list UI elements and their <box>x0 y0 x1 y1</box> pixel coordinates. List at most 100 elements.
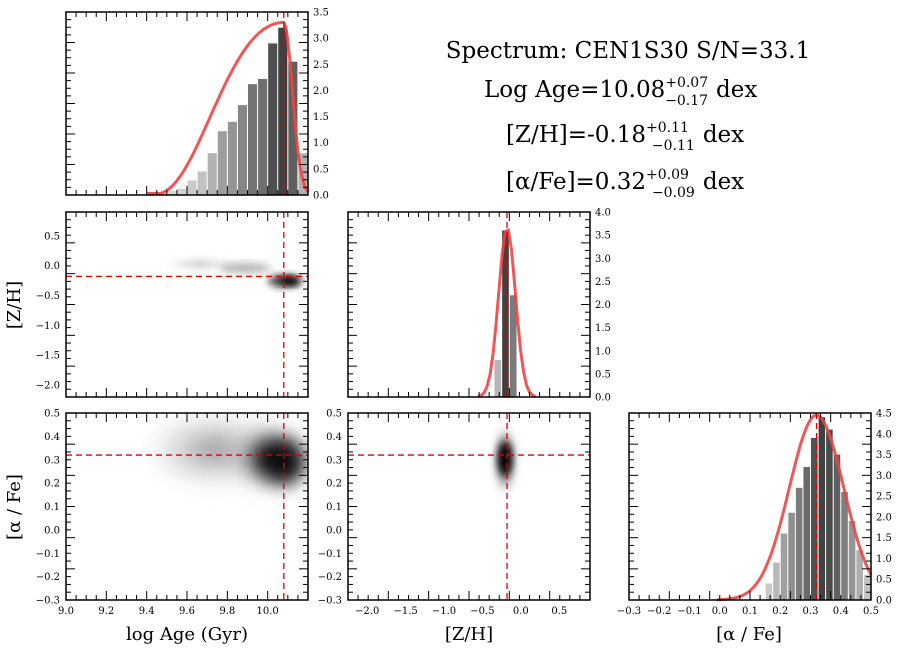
y-tick-label: 0.4 <box>44 432 60 443</box>
y-tick-label: 0.0 <box>44 261 60 272</box>
histogram-bar <box>248 84 258 195</box>
spectrum-title: Spectrum: CEN1S30 S/N=33.1 <box>446 38 811 64</box>
histogram-bar <box>217 131 227 195</box>
y-tick-label: 0.1 <box>326 502 342 513</box>
y-tick-label: −1.0 <box>36 321 60 332</box>
histogram-bar <box>167 190 177 195</box>
y-tick-label: 1.5 <box>876 533 892 544</box>
y-tick-label: 0.3 <box>44 455 60 466</box>
histogram-bar <box>765 583 773 600</box>
x-tick-label: −0.3 <box>617 606 641 617</box>
y-tick-label: 0.5 <box>44 409 60 420</box>
age-upper-error: +0.07 <box>665 75 708 91</box>
histogram-bar <box>788 512 795 600</box>
histogram-bar <box>833 454 841 600</box>
histogram-bar <box>795 487 803 600</box>
density-age-zh <box>160 259 302 287</box>
histogram-bar <box>502 230 509 397</box>
x-tick-label: 0.3 <box>803 606 819 617</box>
y-tick-label: 0.2 <box>326 479 342 490</box>
histogram-bar <box>803 467 810 600</box>
histogram-bar <box>258 78 268 195</box>
x-tick-label: −2.0 <box>355 606 379 617</box>
age-unit: dex <box>716 77 757 103</box>
histogram-bar <box>268 43 278 195</box>
y-tick-label: 0.0 <box>44 525 60 536</box>
y-axis-label-zh: [Z/H] <box>4 281 25 329</box>
y-tick-label: 2.5 <box>595 277 611 288</box>
x-tick-label: −0.5 <box>470 606 494 617</box>
fit-curve <box>716 413 873 602</box>
x-tick-label: −1.0 <box>432 606 456 617</box>
y-tick-label: 0.3 <box>326 455 342 466</box>
y-tick-label: 1.0 <box>313 138 329 149</box>
x-tick-label: 0.5 <box>863 606 879 617</box>
histogram-bar <box>197 171 207 195</box>
x-tick-label: 0.2 <box>772 606 788 617</box>
density-age-afe <box>135 413 308 496</box>
y-tick-label: −2.0 <box>36 381 60 392</box>
afe-histogram-panel: 0.00.51.01.52.02.53.03.54.04.5−0.3 −0.2 −0… <box>617 409 892 618</box>
x-tick-label: 0.5 <box>551 606 567 617</box>
x-tick-label: −0.2 <box>647 606 671 617</box>
y-tick-label: 3.5 <box>595 231 611 242</box>
y-tick-label: 4.0 <box>876 429 892 440</box>
histogram-bar <box>856 550 863 600</box>
histogram-bar <box>288 61 298 195</box>
y-tick-label: 2.5 <box>313 60 329 71</box>
age-histogram-panel: 0.0 0.5 1.0 1.5 2.0 2.5 3.0 3.5 <box>65 8 329 202</box>
afe-unit: dex <box>703 169 744 195</box>
y-tick-label: 3.5 <box>876 450 892 461</box>
zh-lower-error: −0.11 <box>652 138 695 154</box>
fit-curve <box>146 21 310 195</box>
y-tick-label: 2.0 <box>876 512 892 523</box>
x-tick-label: 9.6 <box>179 606 195 617</box>
histogram-bar <box>841 491 848 600</box>
y-tick-label: 1.0 <box>876 554 892 565</box>
y-tick-label: −0.1 <box>36 549 60 560</box>
y-axis-label-afe: [α / Fe] <box>4 474 25 540</box>
age-summary: Log Age=10.08+0.07 −0.17 dex <box>484 75 757 109</box>
histogram-bar <box>177 188 187 195</box>
x-axis-label-afe: [α / Fe] <box>716 624 782 645</box>
y-tick-label: 0.2 <box>44 479 60 490</box>
afe-value: [α/Fe]=0.32 <box>506 169 646 195</box>
histogram-bar <box>237 105 247 195</box>
age-value: Log Age=10.08 <box>484 77 665 103</box>
y-tick-label: −0.2 <box>318 572 342 583</box>
y-tick-label: 0.0 <box>326 525 342 536</box>
zh-upper-error: +0.11 <box>646 120 689 136</box>
y-tick-label: 0.1 <box>44 502 60 513</box>
x-tick-label: −1.5 <box>393 606 417 617</box>
y-tick-label: 0.0 <box>595 393 611 404</box>
y-tick-label: 0.5 <box>313 164 329 175</box>
panel-frame <box>347 412 591 601</box>
y-tick-label: −0.5 <box>36 291 60 302</box>
zh-histogram-panel: 0.0 0.5 1.0 1.5 2.0 2.5 3.0 3.5 4.0 <box>347 208 611 404</box>
y-tick-label: 0.4 <box>326 432 342 443</box>
histogram-bar <box>818 417 826 600</box>
panel-frame <box>347 211 591 398</box>
x-tick-label: 0.4 <box>833 606 849 617</box>
x-axis-label-age: log Age (Gyr) <box>126 624 248 645</box>
y-tick-label: 2.0 <box>313 86 329 97</box>
x-tick-label: 9.4 <box>139 606 155 617</box>
x-tick-label: 9.8 <box>219 606 235 617</box>
y-tick-label: −0.1 <box>318 549 342 560</box>
y-tick-label: 1.5 <box>595 323 611 334</box>
histogram-bar <box>278 27 288 195</box>
y-tick-label: 0.5 <box>44 231 60 242</box>
age-lower-error: −0.17 <box>665 93 708 109</box>
zh-unit: dex <box>703 122 744 148</box>
zh-value: [Z/H]=-0.18 <box>506 122 646 148</box>
afe-lower-error: −0.09 <box>652 185 695 201</box>
y-tick-label: 3.0 <box>595 254 611 265</box>
y-tick-label: 0.5 <box>326 409 342 420</box>
histogram-bar <box>811 437 818 600</box>
histogram-bar <box>780 533 788 600</box>
histogram-bar <box>207 153 217 195</box>
x-tick-label: 9.0 <box>58 606 74 617</box>
y-tick-label: 4.5 <box>876 409 892 420</box>
y-tick-label: −0.3 <box>318 596 342 607</box>
